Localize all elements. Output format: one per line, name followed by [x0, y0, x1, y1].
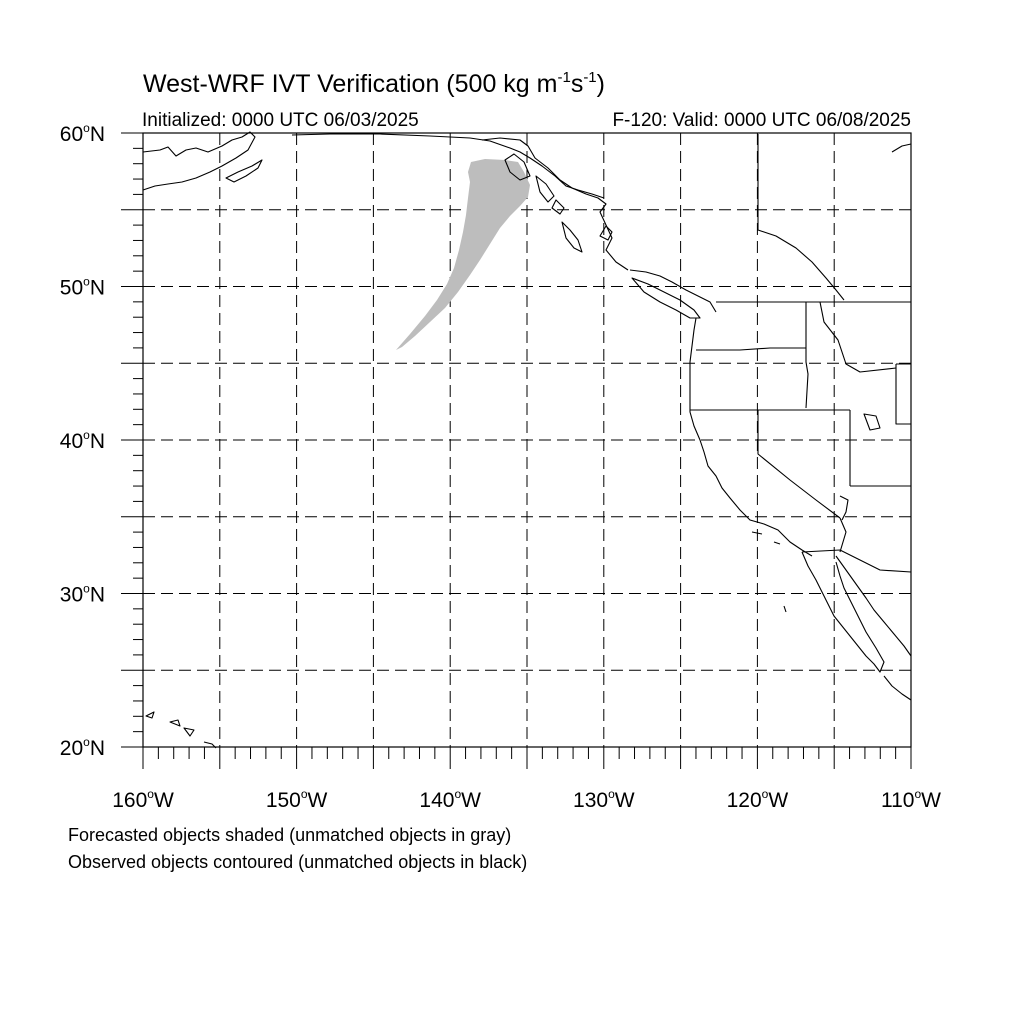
- alaska-panhandle: [481, 137, 629, 271]
- channel-islands: [751, 531, 787, 613]
- lon-label: 160oW: [112, 787, 174, 812]
- longitude-labels: 160oW 150oW 140oW 130oW 120oW 110oW: [112, 787, 941, 812]
- footnote-observed: Observed objects contoured (unmatched ob…: [68, 852, 528, 872]
- lat-label: 20oN: [60, 735, 105, 760]
- lon-label: 120oW: [727, 787, 789, 812]
- lat-label: 30oN: [60, 582, 105, 607]
- map-frame: [142, 132, 912, 748]
- us-west-coast: [689, 317, 813, 557]
- or-wa-border: [696, 347, 809, 409]
- panhandle-islands: [504, 153, 565, 215]
- nevada-colorado-river: [839, 495, 849, 521]
- graticule: [143, 133, 911, 747]
- hudson-bay-edge: [891, 143, 912, 153]
- canadian-border-lines: [757, 134, 845, 301]
- bc-coast: [599, 225, 717, 313]
- latitude-labels: 60oN 50oN 40oN 30oN 20oN: [60, 121, 105, 760]
- kodiak-island: [225, 159, 263, 183]
- alaska-coast: [142, 131, 256, 191]
- lon-label: 140oW: [419, 787, 481, 812]
- lon-label: 110oW: [881, 787, 941, 812]
- map-title: West-WRF IVT Verification (500 kg m-1s-1…: [143, 69, 605, 98]
- hawaii-islands: [145, 711, 217, 749]
- mexico-mainland-coast: [835, 555, 912, 657]
- us-mexico-border: [801, 549, 912, 573]
- alaska-gulf-coast: [291, 133, 605, 199]
- lon-label: 130oW: [573, 787, 635, 812]
- valid-time: F-120: Valid: 0000 UTC 06/08/2025: [612, 110, 911, 131]
- wy-border: [895, 363, 911, 425]
- coastlines: [142, 131, 912, 749]
- axis-ticks: [121, 132, 912, 769]
- lat-label: 60oN: [60, 121, 105, 146]
- ca-nv-border: [757, 410, 841, 519]
- az-ca-border: [839, 517, 847, 553]
- mexico-coast-south: [883, 675, 912, 701]
- baja-california: [801, 551, 885, 673]
- great-salt-lake: [863, 413, 881, 431]
- haida-gwaii: [561, 221, 583, 253]
- lat-label: 50oN: [60, 275, 105, 300]
- initialized-time: Initialized: 0000 UTC 06/03/2025: [142, 110, 419, 131]
- forecast-ivt-object: [396, 159, 530, 350]
- vancouver-island: [631, 277, 701, 319]
- lat-label: 40oN: [60, 428, 105, 453]
- footnote-forecast: Forecasted objects shaded (unmatched obj…: [68, 825, 512, 845]
- id-mt-border: [819, 301, 897, 373]
- lon-label: 150oW: [266, 787, 328, 812]
